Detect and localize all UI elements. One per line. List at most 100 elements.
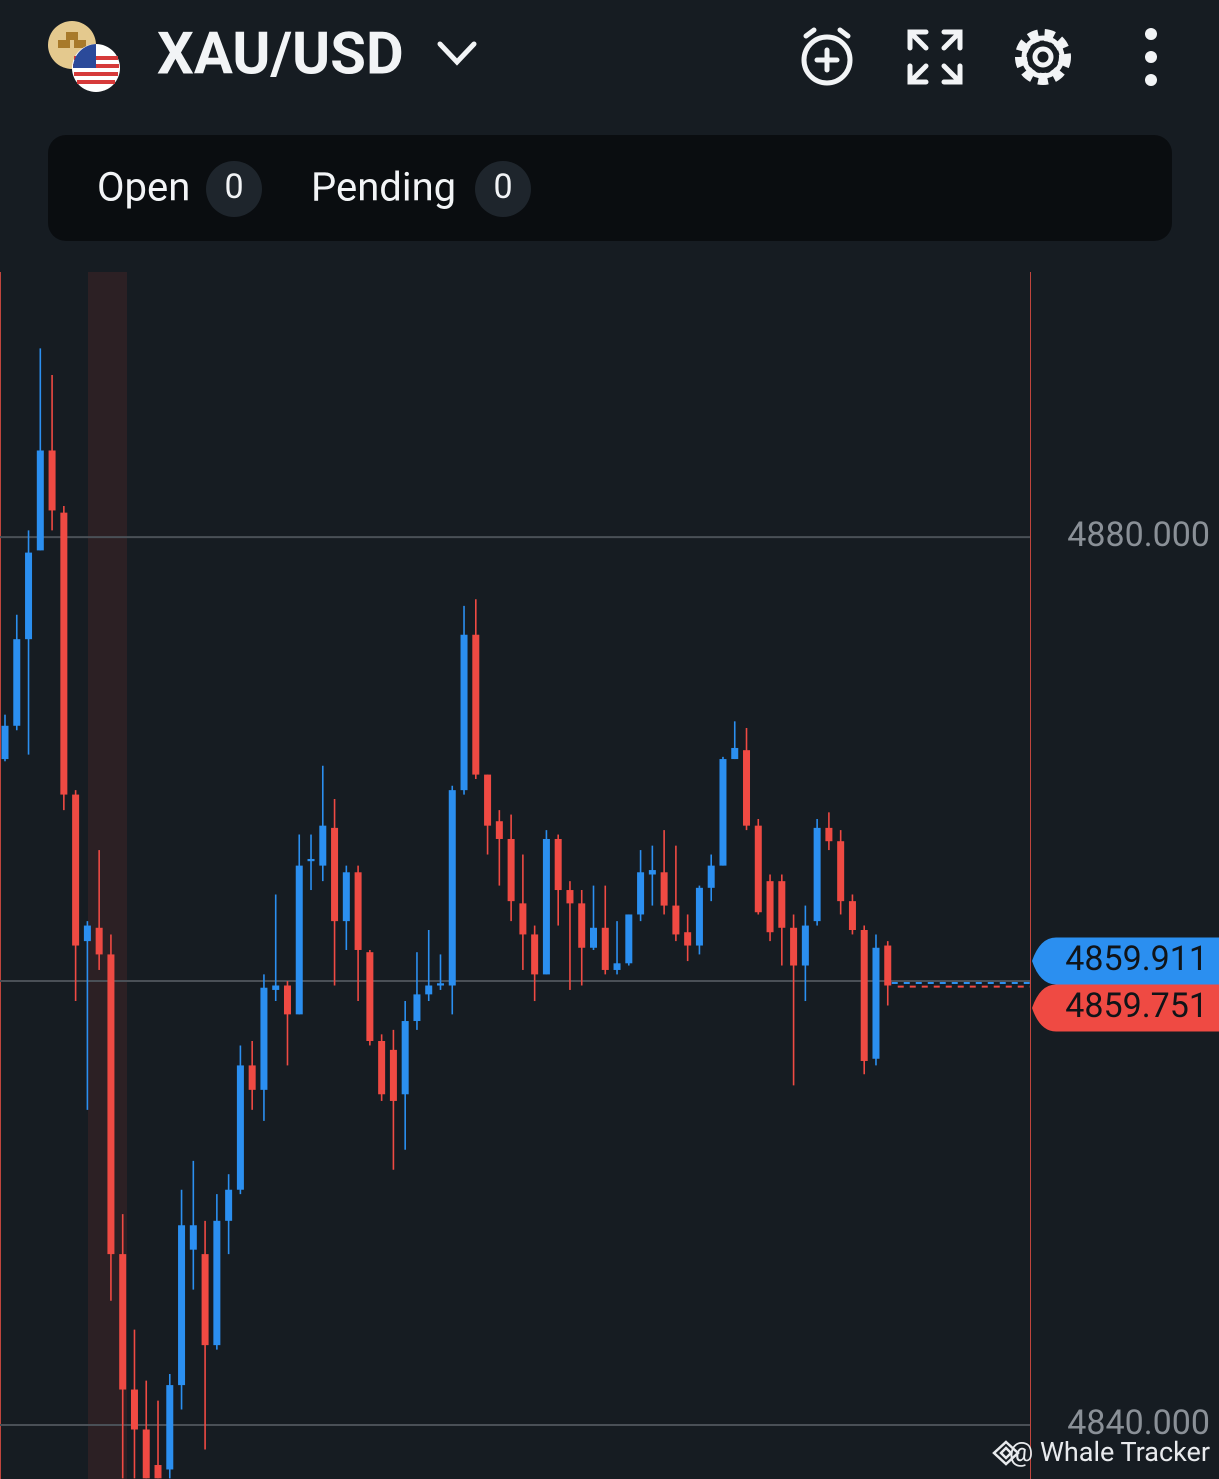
- candle-body: [695, 887, 703, 946]
- more-icon[interactable]: [1145, 28, 1157, 86]
- candle-body: [36, 450, 44, 551]
- candle-body: [472, 634, 480, 775]
- candle-body: [625, 914, 633, 964]
- candle-body: [236, 1065, 244, 1190]
- tab-label[interactable]: Pending: [311, 164, 456, 211]
- tabs-bar: [48, 135, 1172, 241]
- candle-body: [754, 825, 762, 913]
- candle-body: [566, 890, 574, 904]
- candle-body: [178, 1225, 186, 1386]
- candle-body: [201, 1254, 209, 1346]
- candle-body: [448, 790, 456, 986]
- candle-body: [283, 985, 291, 1015]
- candle-body: [342, 872, 350, 922]
- candle-body: [613, 963, 621, 970]
- tab-open[interactable]: Open 0: [97, 161, 262, 217]
- tab-pending[interactable]: Pending 0: [311, 161, 531, 217]
- candle-body: [142, 1429, 150, 1479]
- y-tick-label: 4880.000: [1067, 515, 1210, 555]
- candle-body: [295, 865, 303, 1015]
- price-lines: 4859.911 4859.751: [891, 937, 1219, 1032]
- fullscreen-icon[interactable]: [907, 29, 963, 85]
- candle-body: [719, 759, 727, 866]
- bid-label: 4859.911: [1065, 939, 1208, 979]
- watermark-icon: [992, 1440, 1020, 1466]
- candle-body: [660, 872, 668, 906]
- bid-label-bg: [1032, 937, 1219, 985]
- candle-body: [542, 838, 550, 975]
- candle-body: [837, 841, 845, 902]
- settings-icon[interactable]: [1015, 29, 1071, 85]
- candle-body: [872, 947, 880, 1059]
- candle-body: [707, 865, 715, 888]
- candle-body: [860, 930, 868, 1061]
- candle-body: [166, 1385, 174, 1470]
- candle-body: [519, 903, 527, 935]
- tab-badge: [475, 161, 531, 217]
- symbol-icon[interactable]: [48, 21, 120, 92]
- candle-body: [484, 774, 492, 826]
- candle-body: [731, 747, 739, 760]
- watermark: @ Whale Tracker: [1009, 1436, 1210, 1468]
- candle-body: [25, 552, 33, 640]
- candle-body: [578, 903, 586, 948]
- candle-body: [225, 1189, 233, 1221]
- candle-body: [531, 934, 539, 975]
- candle-body: [378, 1040, 386, 1095]
- candle-body: [13, 639, 21, 726]
- candle-body: [119, 1254, 127, 1390]
- candle-body: [684, 932, 692, 946]
- candle-body: [389, 1049, 397, 1101]
- candle-body: [154, 1465, 162, 1479]
- symbol-title[interactable]: XAU/USD: [157, 20, 404, 88]
- candle-body: [1, 725, 9, 760]
- candle-body: [672, 905, 680, 935]
- candle-body: [319, 825, 327, 866]
- candle-body: [260, 987, 268, 1090]
- candle-body: [648, 870, 656, 875]
- y-tick-label: 4840.000: [1067, 1403, 1210, 1443]
- candle-body: [366, 952, 374, 1041]
- dropdown-chevron[interactable]: [437, 41, 477, 66]
- alarm-icon[interactable]: [801, 27, 853, 86]
- candle-body: [590, 927, 597, 948]
- candle-body: [801, 925, 809, 966]
- candle-body: [425, 985, 433, 995]
- tab-label[interactable]: Open: [97, 164, 190, 211]
- candle-body: [848, 901, 856, 931]
- tab-badge: [206, 161, 262, 217]
- candle-body: [813, 827, 821, 922]
- candle-body: [95, 927, 103, 955]
- candle-body: [354, 872, 362, 950]
- candle-body: [189, 1225, 197, 1250]
- candle-body: [507, 838, 515, 902]
- ask-label: 4859.751: [1065, 986, 1208, 1026]
- candle-body: [778, 881, 786, 928]
- candle-body: [248, 1065, 256, 1090]
- candle-body: [436, 983, 444, 986]
- candle-body: [743, 750, 751, 826]
- candle-body: [72, 794, 80, 946]
- candle-body: [130, 1389, 138, 1430]
- candle-body: [413, 994, 421, 1022]
- candle-body: [884, 945, 892, 986]
- candle-body: [554, 838, 562, 891]
- candle-body: [83, 925, 91, 942]
- candle-body: [213, 1220, 221, 1346]
- candle-body: [107, 954, 115, 1255]
- candles: [1, 348, 892, 1479]
- candle-body: [331, 827, 339, 922]
- ask-label-bg: [1032, 984, 1219, 1032]
- tab-count: 0: [493, 167, 512, 207]
- tab-count: 0: [224, 167, 243, 207]
- candle-body: [766, 881, 774, 933]
- candle-body: [637, 872, 645, 915]
- candle-body: [601, 927, 609, 970]
- candle-body: [48, 450, 56, 511]
- candle-body: [401, 1021, 409, 1095]
- candle-body: [825, 827, 833, 842]
- candle-body: [790, 927, 798, 966]
- candle-body: [307, 858, 315, 862]
